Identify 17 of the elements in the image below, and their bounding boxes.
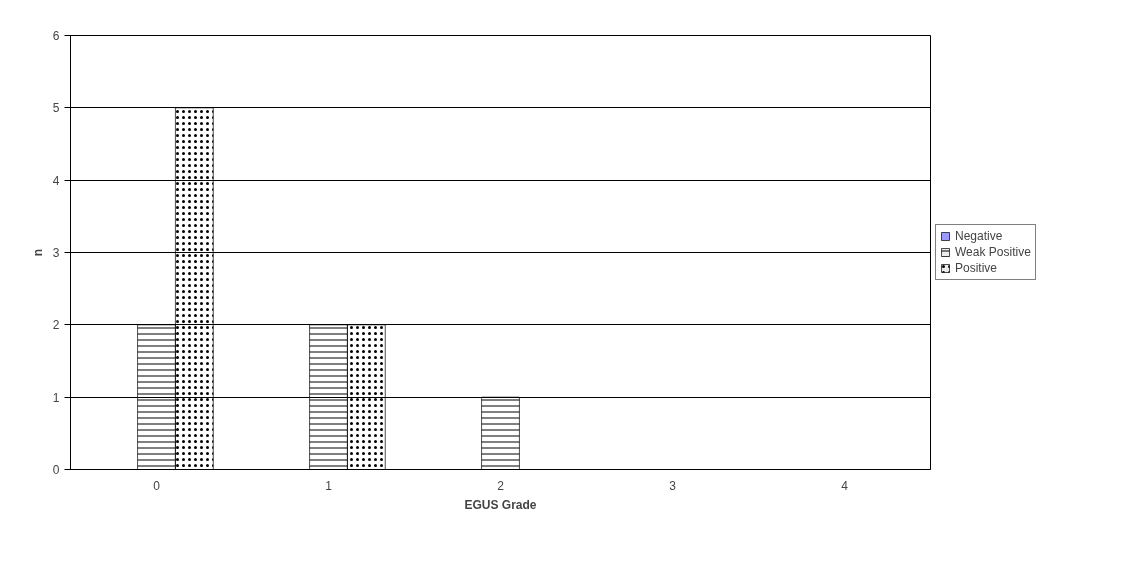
legend-label: Weak Positive — [955, 245, 1031, 259]
y-tick-label: 1 — [52, 390, 60, 405]
x-tick-label: 2 — [497, 478, 505, 493]
legend-label: Positive — [955, 261, 998, 275]
y-tick-label: 5 — [52, 101, 60, 116]
y-tick-label: 2 — [52, 318, 60, 333]
y-tick-label: 3 — [52, 246, 60, 260]
y-tick-label: 0 — [52, 463, 60, 477]
x-tick-label: 3 — [669, 478, 677, 493]
y-tick-label: 6 — [52, 29, 60, 43]
x-tick-label: 1 — [325, 478, 333, 493]
y-tick-label: 4 — [52, 173, 60, 188]
x-tick-label: 4 — [841, 478, 849, 493]
x-tick-label: 0 — [153, 478, 161, 493]
x-axis-title: EGUS Grade — [464, 497, 537, 512]
y-axis-title: n — [30, 248, 45, 257]
legend-label: Negative — [955, 229, 1003, 243]
